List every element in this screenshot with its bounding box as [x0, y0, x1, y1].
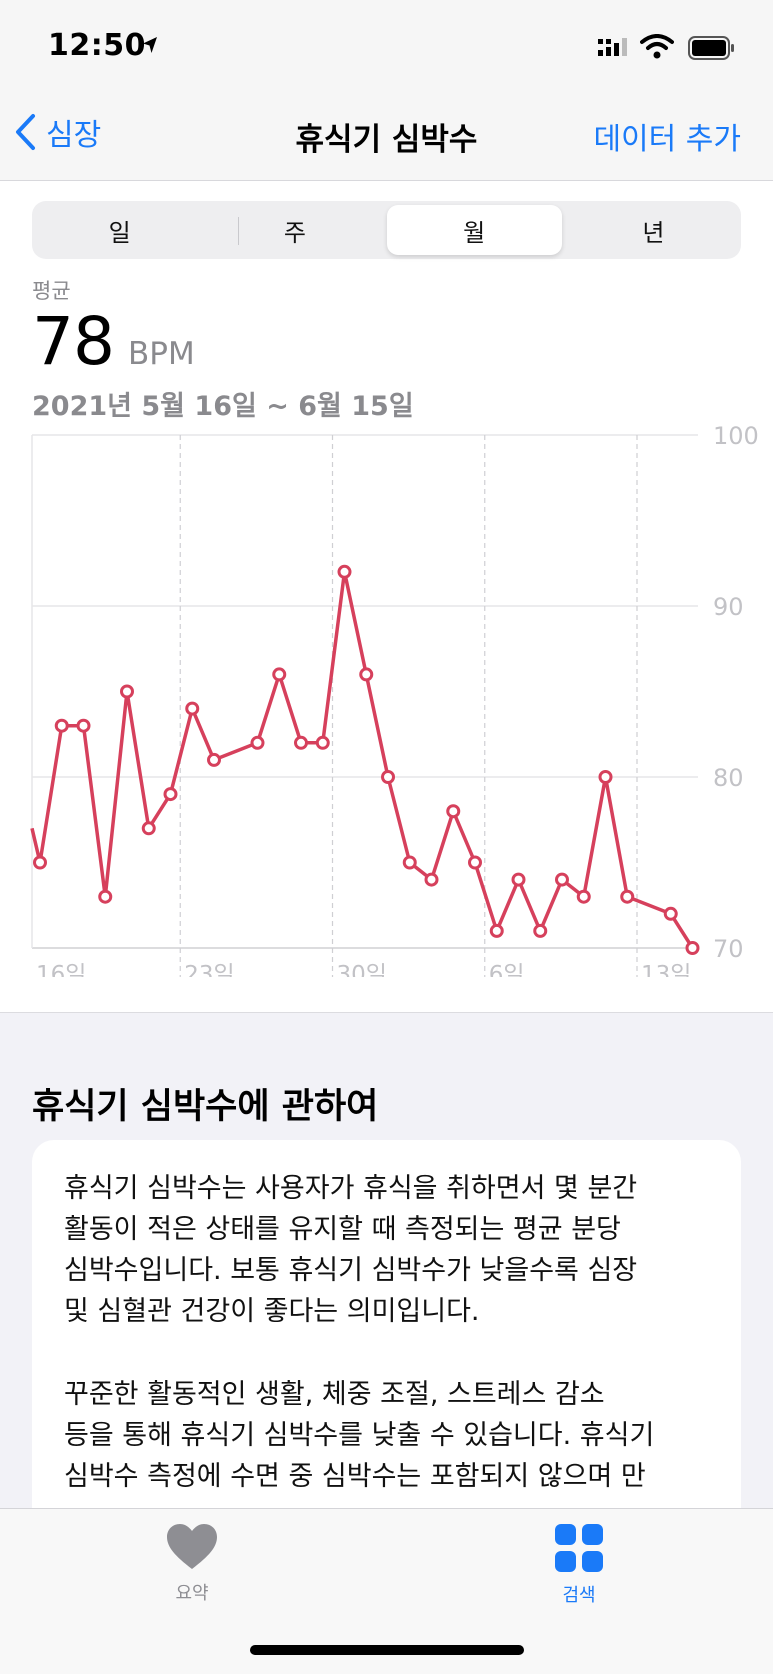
- data-point: [468, 855, 482, 870]
- segment-month[interactable]: 월: [386, 205, 562, 255]
- about-paragraph-1-line: 및 심혈관 건강이 좋다는 의미입니다.: [64, 1296, 480, 1327]
- x-tick-label: 30일: [337, 962, 387, 977]
- data-point: [185, 701, 200, 716]
- data-point: [250, 735, 265, 750]
- data-point: [54, 718, 69, 733]
- data-point: [76, 718, 91, 733]
- about-paragraph-1-line: 활동이 적은 상태를 유지할 때 측정되는 평균 분당: [64, 1214, 621, 1245]
- about-paragraph-1-line: 심박수입니다. 보통 휴식기 심박수가 낮을수록 심장: [64, 1255, 638, 1286]
- data-point: [489, 923, 504, 938]
- data-point: [620, 889, 635, 904]
- segment-divider: [238, 217, 239, 245]
- data-point: [207, 752, 221, 767]
- tab-summary-label: 요약: [175, 1583, 209, 1604]
- battery-icon: [688, 36, 734, 60]
- data-point: [663, 906, 678, 921]
- x-tick-label: 13일: [641, 962, 691, 977]
- data-point: [120, 684, 134, 699]
- data-point: [598, 770, 613, 784]
- status-time: 12:50: [48, 28, 146, 63]
- average-number: 78: [32, 303, 115, 380]
- period-segmented-control: 일 주 월 년: [32, 201, 741, 259]
- about-paragraph-1-line: 휴식기 심박수는 사용자가 휴식을 취하면서 몇 분간: [64, 1173, 638, 1204]
- about-paragraph-2-line: 꾸준한 활동적인 생활, 체중 조절, 스트레스 감소: [64, 1379, 605, 1410]
- heart-rate-chart[interactable]: 100 90 80 70 16일 23일 30일 6일 13일: [0, 417, 773, 977]
- data-point: [337, 564, 352, 579]
- x-tick-label: 23일: [184, 962, 234, 977]
- average-value: 78 BPM: [32, 303, 195, 380]
- tab-browse-label: 검색: [562, 1585, 596, 1606]
- data-point: [359, 667, 374, 682]
- heart-icon: [167, 1524, 217, 1569]
- status-bar: 12:50: [0, 0, 773, 96]
- x-tick-label: 16일: [36, 962, 86, 977]
- data-point: [315, 735, 330, 750]
- y-tick-label: 100: [713, 422, 759, 450]
- about-paragraph-2-line: 심박수 측정에 수면 중 심박수는 포함되지 않으며 만: [64, 1461, 646, 1492]
- chevron-left-icon: [16, 114, 35, 150]
- back-button[interactable]: 심장: [14, 112, 102, 153]
- segment-day[interactable]: 일: [108, 218, 131, 247]
- data-point: [98, 889, 113, 904]
- about-paragraph-2-line: 등을 통해 휴식기 심박수를 낮출 수 있습니다. 휴식기: [64, 1420, 655, 1451]
- data-point: [533, 923, 548, 938]
- y-tick-label: 90: [713, 593, 744, 621]
- location-arrow-icon: [143, 37, 157, 53]
- add-data-button[interactable]: 데이터 추가: [593, 122, 741, 157]
- tab-summary[interactable]: 요약: [132, 1523, 252, 1605]
- series-line: [30, 570, 694, 949]
- home-indicator: [250, 1645, 524, 1655]
- data-point: [272, 667, 287, 682]
- segment-week[interactable]: 주: [283, 218, 306, 247]
- data-point: [163, 787, 178, 802]
- data-point: [576, 889, 591, 904]
- grid-icon: [555, 1524, 603, 1572]
- data-point: [511, 872, 526, 887]
- y-tick-label: 80: [713, 764, 744, 792]
- cellular-signal-icon: [598, 38, 627, 56]
- navigation-bar: 심장 휴식기 심박수 데이터 추가: [0, 96, 773, 181]
- page-title: 휴식기 심박수: [295, 122, 478, 158]
- segment-year[interactable]: 년: [642, 218, 665, 247]
- data-point: [685, 941, 700, 955]
- average-unit: BPM: [127, 336, 195, 372]
- data-point: [141, 821, 156, 836]
- x-tick-label: 6일: [489, 962, 525, 977]
- tab-browse[interactable]: 검색: [519, 1523, 639, 1607]
- data-point: [424, 872, 439, 887]
- summary-card: 일 주 월 년 평균 78 BPM 2021년 5월 16일 ~ 6월 15일 …: [0, 181, 773, 1013]
- data-point: [446, 804, 461, 819]
- average-label: 평균: [32, 279, 71, 303]
- data-point: [381, 770, 395, 784]
- data-point: [33, 855, 47, 870]
- data-point: [402, 855, 417, 870]
- data-point: [555, 872, 569, 887]
- y-tick-label: 70: [713, 935, 744, 963]
- wifi-icon: [640, 34, 674, 59]
- back-label: 심장: [46, 118, 102, 153]
- data-point: [294, 735, 308, 750]
- about-section-title: 휴식기 심박수에 관하여: [32, 1087, 379, 1127]
- date-range: 2021년 5월 16일 ~ 6월 15일: [32, 391, 414, 422]
